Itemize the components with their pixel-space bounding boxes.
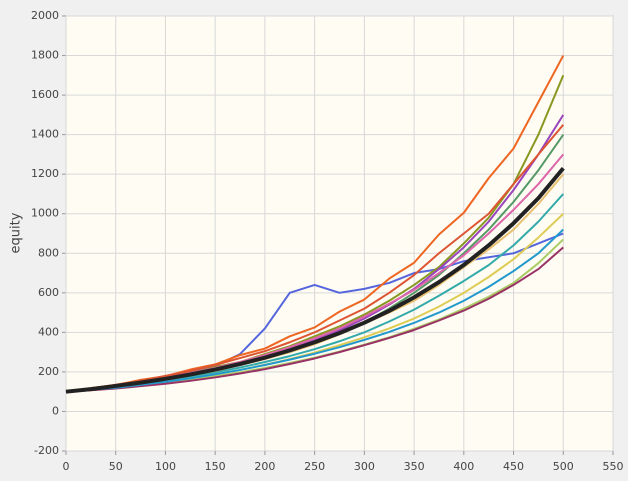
y-tick-label: 2000	[31, 9, 59, 22]
y-tick-label: 200	[38, 365, 59, 378]
y-tick-label: 400	[38, 325, 59, 338]
y-tick-label: 0	[52, 404, 59, 417]
y-tick-label: 800	[38, 246, 59, 259]
y-tick-label: 1000	[31, 207, 59, 220]
x-tick-label: 300	[354, 460, 375, 473]
x-tick-label: 450	[503, 460, 524, 473]
y-tick-label: 1200	[31, 167, 59, 180]
series-line	[65, 166, 565, 394]
series-line	[65, 228, 564, 393]
x-tick-label: 150	[205, 460, 226, 473]
x-tick-label: 200	[254, 460, 275, 473]
x-tick-label: 100	[155, 460, 176, 473]
x-tick-label: 0	[63, 460, 70, 473]
y-tick-label: 1400	[31, 128, 59, 141]
x-tick-label: 250	[304, 460, 325, 473]
x-tick-label: 50	[109, 460, 123, 473]
y-tick-label: 1800	[31, 49, 59, 62]
series-line	[65, 246, 564, 393]
x-tick-label: 350	[404, 460, 425, 473]
y-tick-label: 600	[38, 286, 59, 299]
series-line	[65, 124, 565, 393]
x-tick-label: 500	[553, 460, 574, 473]
x-tick-label: 550	[603, 460, 624, 473]
y-axis-label: equity	[9, 212, 24, 253]
x-tick-label: 400	[453, 460, 474, 473]
y-tick-label: 1600	[31, 88, 59, 101]
y-tick-label: -200	[34, 444, 59, 457]
